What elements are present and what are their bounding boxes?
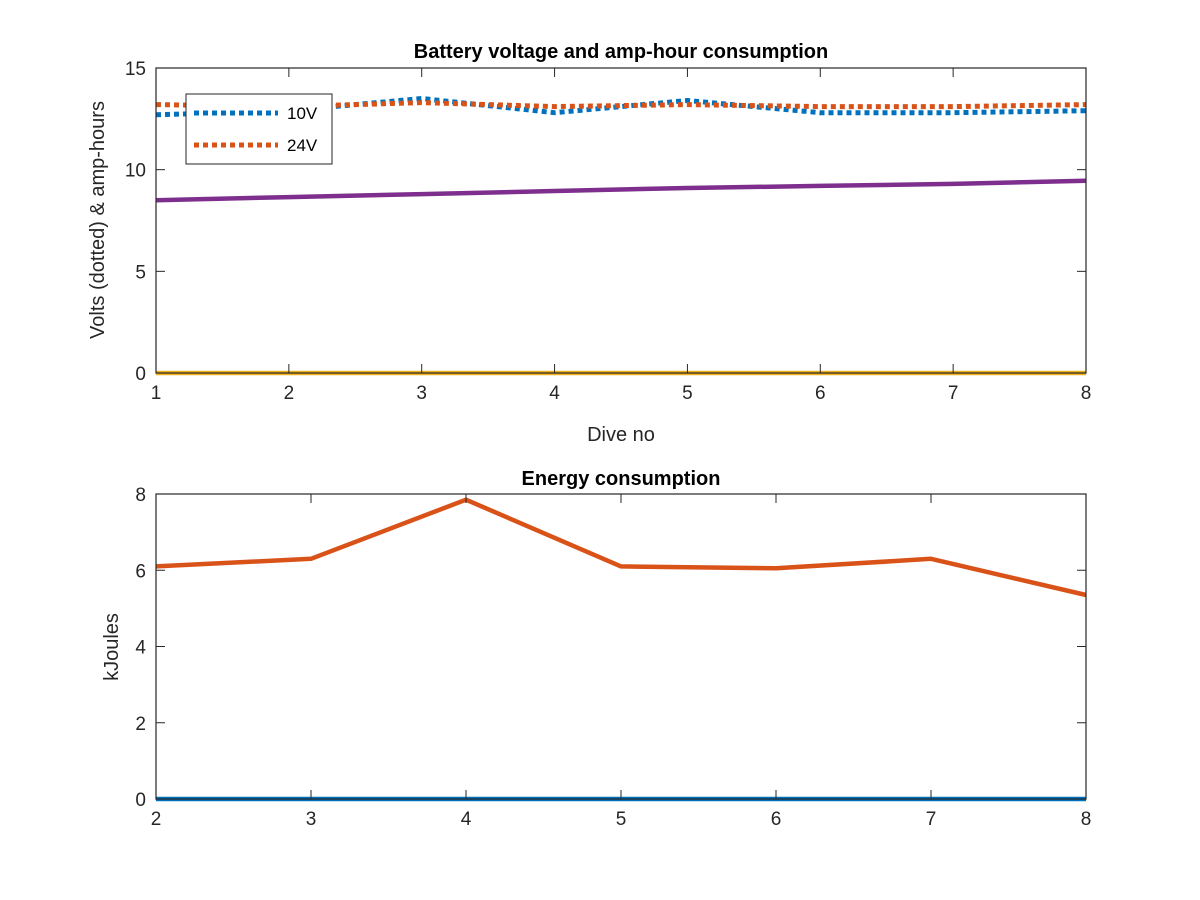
- battery-x-tick-label: 8: [1081, 383, 1092, 404]
- battery-axes-box: [155, 67, 1087, 374]
- battery-x-tick-label: 6: [815, 383, 826, 404]
- battery-y-tick-label: 5: [135, 262, 146, 283]
- battery-chart: 1 2 3 4 5 6 7 8 0 5 10 15 Battery voltage and amp-h…: [87, 41, 1091, 446]
- legend-label-10v: 10V: [287, 104, 318, 123]
- battery-legend: 10V 24V: [185, 93, 333, 165]
- energy-x-tick-label: 3: [306, 809, 317, 830]
- energy-x-tick-label: 7: [926, 809, 937, 830]
- battery-x-tick-label: 1: [151, 383, 162, 404]
- battery-x-tick-label: 3: [416, 383, 427, 404]
- energy-x-tick-label: 4: [461, 809, 472, 830]
- energy-y-tick-label: 4: [135, 638, 146, 659]
- energy-chart-title: Energy consumption: [522, 468, 721, 490]
- battery-x-tick-label: 5: [682, 383, 693, 404]
- energy-plot-area: [156, 494, 1086, 799]
- battery-chart-ticks: 1 2 3 4 5 6 7 8 0 5 10 15: [125, 59, 1091, 404]
- energy-y-tick-label: 0: [135, 790, 146, 811]
- battery-x-tick-label: 4: [549, 383, 560, 404]
- energy-x-tick-label: 5: [616, 809, 627, 830]
- energy-y-tick-label: 2: [135, 714, 146, 735]
- battery-series-line-2: [155, 178, 1087, 203]
- battery-y-tick-label: 10: [125, 161, 146, 182]
- energy-y-tick-label: 6: [135, 561, 146, 582]
- energy-y-axis-label: kJoules: [101, 613, 123, 681]
- battery-y-axis-label: Volts (dotted) & amp-hours: [87, 101, 109, 339]
- energy-series-line-0: [155, 497, 1087, 598]
- energy-x-tick-label: 8: [1081, 809, 1092, 830]
- battery-x-axis-label: Dive no: [587, 424, 655, 446]
- energy-x-tick-label: 2: [151, 809, 162, 830]
- legend-box: [185, 93, 333, 165]
- battery-y-tick-label: 0: [135, 364, 146, 385]
- battery-chart-title: Battery voltage and amp-hour consumption: [414, 41, 828, 63]
- battery-y-tick-label: 15: [125, 59, 146, 80]
- legend-label-24v: 24V: [287, 136, 318, 155]
- battery-x-tick-label: 2: [284, 383, 295, 404]
- energy-x-tick-label: 6: [771, 809, 782, 830]
- energy-y-tick-label: 8: [135, 485, 146, 506]
- battery-x-tick-label: 7: [948, 383, 959, 404]
